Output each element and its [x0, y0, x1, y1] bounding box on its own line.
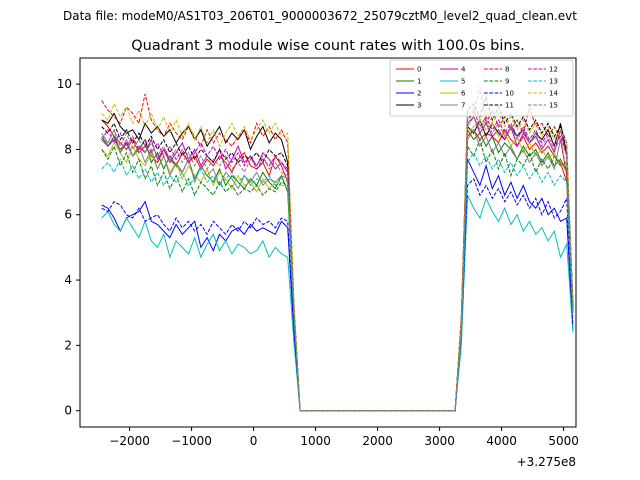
y-tick-label: 4 [64, 273, 72, 287]
series-line-7 [101, 128, 574, 412]
legend-label-2: 2 [417, 90, 421, 98]
legend-label-5: 5 [461, 78, 465, 86]
x-tick-label: −2000 [109, 434, 150, 448]
series-line-2 [101, 158, 574, 412]
series-line-15 [101, 115, 574, 412]
series-layer [101, 87, 574, 412]
series-line-9 [101, 137, 574, 412]
x-tick-label: 2000 [362, 434, 393, 448]
legend-label-3: 3 [417, 102, 421, 110]
series-line-10 [101, 177, 574, 412]
legend-label-7: 7 [461, 102, 465, 110]
legend-label-8: 8 [505, 66, 509, 74]
y-tick-label: 10 [57, 77, 72, 91]
series-line-5 [101, 194, 574, 412]
x-tick-label: 4000 [486, 434, 517, 448]
legend-label-0: 0 [417, 66, 421, 74]
y-tick-label: 8 [64, 142, 72, 156]
x-tick-label: 0 [250, 434, 258, 448]
axes-layer: −2000 −1000 0 1000 2000 3000 4000 5000 0 2 4 6 8 10 [57, 77, 579, 448]
y-tick-label: 0 [64, 404, 72, 418]
y-tick-label: 2 [64, 338, 72, 352]
legend-label-4: 4 [461, 66, 466, 74]
legend-box [389, 59, 574, 117]
series-line-1 [101, 128, 574, 412]
series-line-14 [101, 102, 574, 412]
series-line-8 [101, 87, 574, 412]
series-line-11 [101, 95, 574, 412]
plot-frame [79, 57, 577, 428]
x-tick-label: −1000 [171, 434, 212, 448]
series-line-13 [101, 151, 574, 412]
legend-label-12: 12 [549, 66, 558, 74]
series-line-0 [101, 119, 574, 412]
x-tick-label: 3000 [424, 434, 455, 448]
x-tick-label: 1000 [300, 434, 331, 448]
chart-title: Quadrant 3 module wise count rates with … [131, 38, 525, 54]
legend-label-11: 11 [505, 102, 514, 110]
x-tick-label: 5000 [548, 434, 579, 448]
series-line-3 [101, 112, 574, 412]
suptitle: Data file: modeM0/AS1T03_206T01_90000036… [63, 9, 577, 23]
legend-label-10: 10 [505, 90, 514, 98]
legend-label-15: 15 [549, 102, 558, 110]
legend-label-9: 9 [505, 78, 509, 86]
series-line-4 [101, 115, 574, 412]
legend-label-1: 1 [417, 78, 421, 86]
legend-label-6: 6 [461, 90, 466, 98]
series-line-6 [101, 119, 574, 412]
legend-label-13: 13 [549, 78, 558, 86]
x-offset-label: +3.275e8 [517, 455, 576, 469]
legend-label-14: 14 [549, 90, 558, 98]
y-tick-label: 6 [64, 208, 72, 222]
series-line-12 [101, 109, 574, 412]
